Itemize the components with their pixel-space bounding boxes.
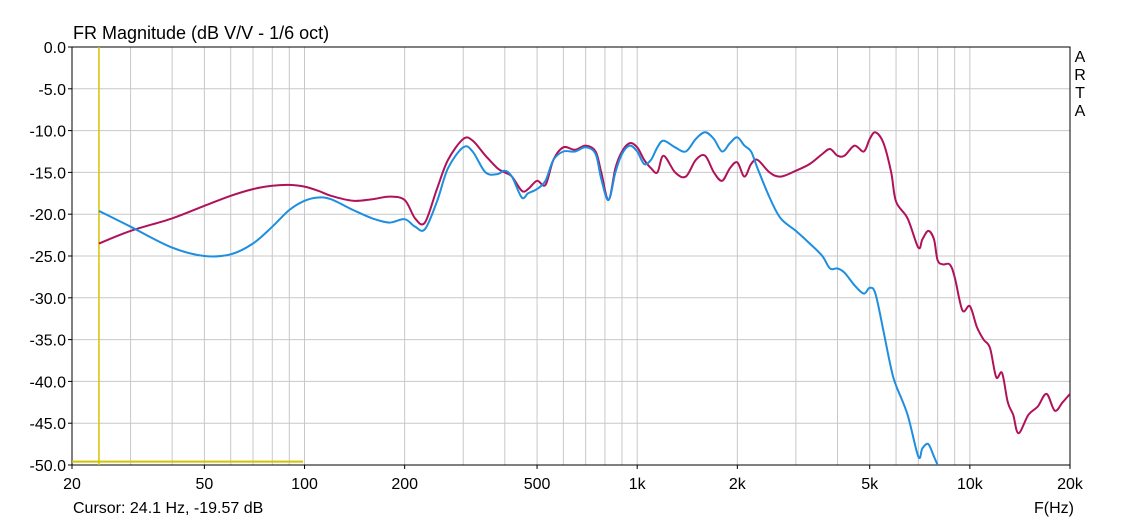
x-tick-label: 20k bbox=[1057, 476, 1084, 493]
y-tick-label: -15.0 bbox=[30, 165, 67, 182]
x-tick-label: 100 bbox=[291, 476, 318, 493]
y-tick-label: -5.0 bbox=[38, 82, 66, 99]
series-line-1 bbox=[98, 131, 1070, 435]
x-tick-label: 2k bbox=[729, 476, 747, 493]
y-tick-label: -40.0 bbox=[30, 374, 67, 391]
y-tick-label: -20.0 bbox=[30, 207, 67, 224]
y-tick-label: -45.0 bbox=[30, 416, 67, 433]
cursor bbox=[72, 47, 304, 465]
series bbox=[98, 131, 1070, 465]
grid bbox=[72, 47, 1070, 465]
y-tick-label: -25.0 bbox=[30, 249, 67, 266]
x-tick-label: 20 bbox=[63, 476, 81, 493]
y-tick-label: 0.0 bbox=[44, 40, 66, 57]
x-tick-label: 10k bbox=[957, 476, 984, 493]
y-tick-label: -50.0 bbox=[30, 458, 67, 475]
watermark-letter: R bbox=[1074, 67, 1086, 84]
chart-title: FR Magnitude (dB V/V - 1/6 oct) bbox=[73, 23, 329, 43]
x-tick-label: 200 bbox=[391, 476, 418, 493]
x-axis-label: F(Hz) bbox=[1034, 500, 1074, 517]
x-tick-label: 50 bbox=[195, 476, 213, 493]
y-tick-label: -10.0 bbox=[30, 124, 67, 141]
x-tick-label: 500 bbox=[524, 476, 551, 493]
x-tick-label: 1k bbox=[629, 476, 647, 493]
watermark-letter: A bbox=[1075, 103, 1086, 120]
watermark-letter: A bbox=[1075, 49, 1086, 66]
x-tick-label: 5k bbox=[861, 476, 879, 493]
axis-ticks: 0.0 -5.0 -10.0 -15.0 -20.0 -25.0 -30.0 -35.0 -40… bbox=[30, 40, 1084, 493]
y-tick-label: -35.0 bbox=[30, 333, 67, 350]
watermark-letter: T bbox=[1075, 85, 1085, 102]
series-line-2 bbox=[98, 131, 939, 465]
plot-frame bbox=[71, 46, 1071, 466]
cursor-readout: Cursor: 24.1 Hz, -19.57 dB bbox=[73, 500, 263, 517]
y-tick-label: -30.0 bbox=[30, 291, 67, 308]
